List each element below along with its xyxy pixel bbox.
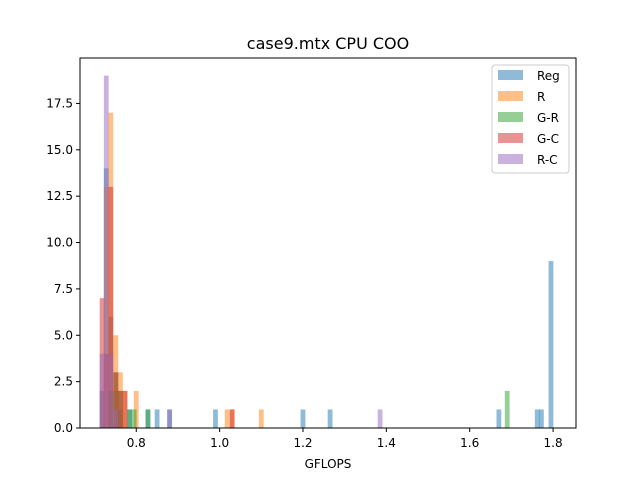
bar-reg-7 [154,409,160,428]
bar-g-r-5 [145,409,151,428]
bar-g-c-4 [118,390,123,428]
legend-swatch-g-r [498,112,523,122]
bar-r-c-3 [113,409,119,428]
bar-g-c-3 [113,372,119,428]
bar-reg-12 [496,409,502,428]
y-axis: 0.0 2.5 5.0 7.5 10.0 12.5 15.0 17.5 [46,96,80,435]
x-tick-label-4: 1.6 [460,436,479,450]
legend-label-reg: Reg [537,69,560,83]
x-tick-label-5: 1.8 [544,436,563,450]
x-axis-label: GFLOPS [305,457,352,471]
legend-label-g-r: G-R [537,111,559,125]
y-tick-label-3: 7.5 [54,282,73,296]
bar-r-c-0 [99,353,105,428]
y-tick-label-4: 10.0 [46,236,73,250]
legend-swatch-r [498,91,523,101]
y-tick-label-0: 0.0 [54,421,73,435]
x-axis: 0.8 1.0 1.2 1.4 1.6 1.8 [127,428,563,450]
legend-label-g-c: G-C [537,132,559,146]
bar-g-c-6 [229,409,235,428]
bar-g-r-6 [504,390,510,428]
y-tick-label-2: 5.0 [54,328,73,342]
x-tick-label-3: 1.4 [377,436,396,450]
legend-swatch-reg [498,70,523,80]
bars-layer [99,75,554,429]
x-tick-label-2: 1.2 [293,436,312,450]
y-tick-label-7: 17.5 [46,96,73,110]
y-tick-label-1: 2.5 [54,375,73,389]
x-tick-label-1: 1.0 [210,436,229,450]
legend: Reg R G-R G-C R-C [491,64,570,174]
bar-g-r-3 [127,409,132,428]
bar-g-r-4 [131,409,137,428]
bar-g-c-5 [122,390,128,428]
legend-swatch-r-c [498,154,523,164]
bar-g-c-2 [108,186,114,428]
bar-r-8 [258,409,264,428]
bar-reg-9 [213,409,218,428]
bar-reg-15 [548,261,554,428]
bar-reg-14 [539,409,544,428]
x-tick-label-0: 0.8 [127,436,146,450]
y-tick-label-5: 12.5 [46,189,73,203]
bar-r-c-1 [103,75,109,429]
bar-reg-11 [327,409,333,428]
chart-title: case9.mtx CPU COO [247,34,409,53]
y-tick-label-6: 15.0 [46,143,73,157]
legend-label-r-c: R-C [537,153,558,167]
bar-reg-10 [300,409,306,428]
legend-swatch-g-c [498,133,523,143]
bar-r-c-5 [377,409,383,428]
legend-label-r: R [537,90,545,104]
plot-frame [79,57,577,429]
bar-r-6 [224,409,230,428]
bar-r-c-2 [108,353,114,428]
bar-reg-13 [534,409,540,428]
bar-r-c-4 [167,409,173,428]
